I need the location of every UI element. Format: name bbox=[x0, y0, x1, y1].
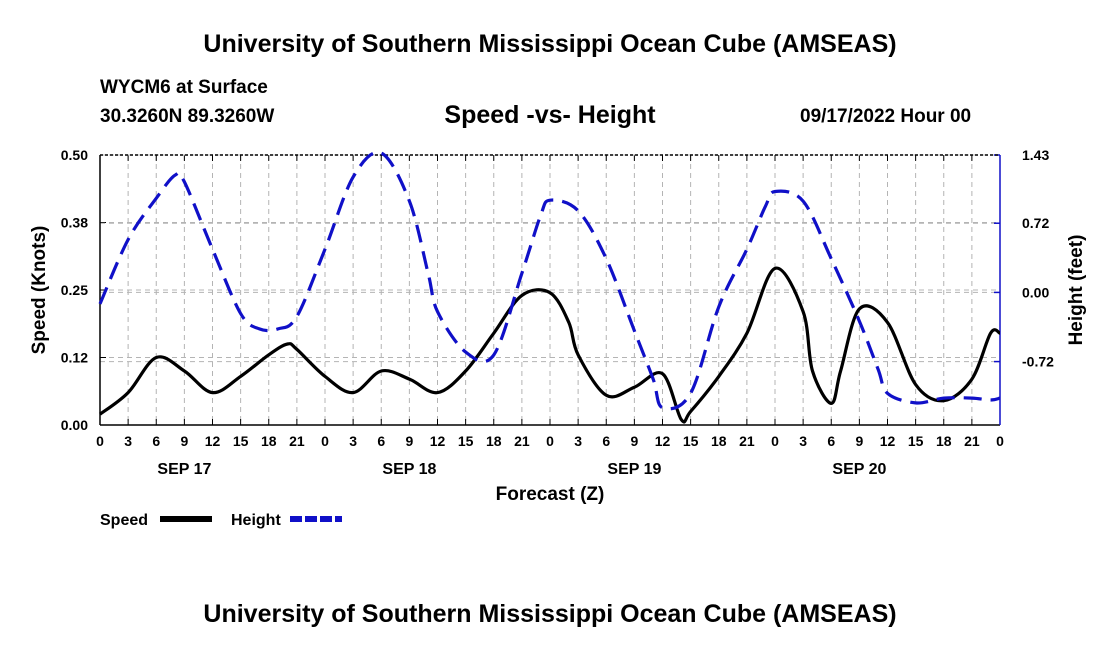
y2-tick-label: -0.72 bbox=[1022, 354, 1054, 370]
x-tick-label: 15 bbox=[908, 433, 924, 449]
chart-title: University of Southern Mississippi Ocean… bbox=[203, 30, 897, 58]
y2-axis-title: Height (feet) bbox=[1066, 235, 1087, 346]
x-tick-label: 6 bbox=[152, 433, 160, 449]
speed-series-line bbox=[99, 266, 1001, 424]
y2-tick-label: 0.72 bbox=[1022, 215, 1049, 231]
x-tick-label: 15 bbox=[683, 433, 699, 449]
x-tick-label: 21 bbox=[964, 433, 980, 449]
x-tick-label: 3 bbox=[799, 433, 807, 449]
x-tick-label: 3 bbox=[574, 433, 582, 449]
x-tick-label: 21 bbox=[289, 433, 305, 449]
x-axis-title: Forecast (Z) bbox=[496, 484, 605, 505]
y-tick-label: 0.00 bbox=[61, 417, 88, 433]
x-tick-label: 9 bbox=[180, 433, 188, 449]
speed-height-chart: 0 3 6 9 12 15 18 21 0 3 6 9 12 15 18 21 0 3 6 9 12 15 18 21 0 3 6 9… bbox=[29, 147, 1087, 529]
y-tick-label: 0.12 bbox=[61, 350, 88, 366]
x-tick-label: 0 bbox=[321, 433, 329, 449]
x-tick-label: 0 bbox=[546, 433, 554, 449]
x-tick-label: 12 bbox=[430, 433, 446, 449]
station-label: WYCM6 at Surface bbox=[100, 77, 268, 98]
day-label: SEP 18 bbox=[382, 461, 436, 478]
x-tick-label: 9 bbox=[855, 433, 863, 449]
x-tick-label: 15 bbox=[233, 433, 249, 449]
y-axis-title: Speed (Knots) bbox=[29, 226, 50, 355]
x-tick-label: 3 bbox=[349, 433, 357, 449]
x-tick-label: 18 bbox=[711, 433, 727, 449]
x-tick-label: 12 bbox=[880, 433, 896, 449]
height-series-line bbox=[98, 150, 1001, 411]
y2-tick-label: 1.43 bbox=[1022, 147, 1049, 163]
y-tick-label: 0.38 bbox=[61, 215, 88, 231]
y-tick-label: 0.50 bbox=[61, 147, 88, 163]
x-tick-label: 6 bbox=[377, 433, 385, 449]
x-tick-label: 12 bbox=[205, 433, 221, 449]
x-tick-label: 15 bbox=[458, 433, 474, 449]
x-tick-label: 0 bbox=[771, 433, 779, 449]
x-tick-label: 18 bbox=[486, 433, 502, 449]
x-tick-label: 0 bbox=[996, 433, 1004, 449]
x-tick-label: 6 bbox=[602, 433, 610, 449]
x-tick-label: 18 bbox=[261, 433, 277, 449]
x-tick-label: 3 bbox=[124, 433, 132, 449]
y-tick-label: 0.25 bbox=[61, 282, 88, 298]
x-tick-label: 12 bbox=[655, 433, 671, 449]
x-tick-label: 21 bbox=[739, 433, 755, 449]
x-tick-label: 0 bbox=[96, 433, 104, 449]
chart-subtitle: Speed -vs- Height bbox=[444, 101, 656, 129]
footer-title: University of Southern Mississippi Ocean… bbox=[203, 600, 897, 628]
legend-speed-label: Speed bbox=[100, 512, 148, 529]
day-label: SEP 17 bbox=[157, 461, 211, 478]
x-tick-label: 9 bbox=[405, 433, 413, 449]
x-tick-label: 21 bbox=[514, 433, 530, 449]
coordinates-label: 30.3260N 89.3260W bbox=[100, 106, 275, 127]
x-tick-label: 6 bbox=[827, 433, 835, 449]
day-label: SEP 19 bbox=[607, 461, 661, 478]
x-tick-label: 18 bbox=[936, 433, 952, 449]
day-label: SEP 20 bbox=[832, 461, 886, 478]
legend-height-label: Height bbox=[231, 512, 281, 529]
forecast-datetime: 09/17/2022 Hour 00 bbox=[800, 106, 972, 127]
x-tick-label: 9 bbox=[630, 433, 638, 449]
y2-tick-label: 0.00 bbox=[1022, 284, 1049, 300]
